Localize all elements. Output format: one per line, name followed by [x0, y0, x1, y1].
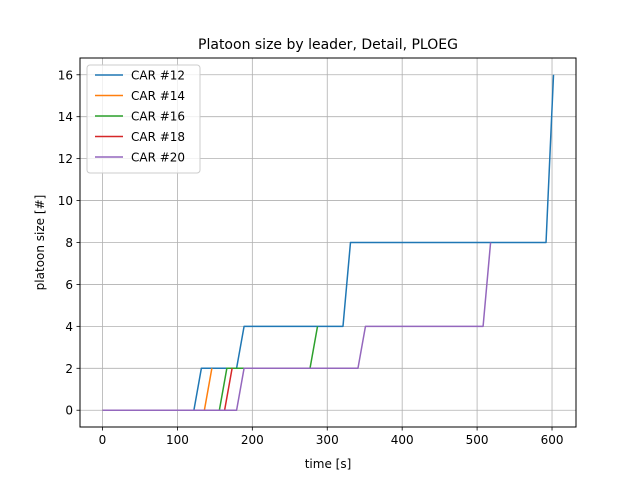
y-tick-label: 0	[65, 404, 73, 418]
y-axis-label: platoon size [#]	[33, 195, 47, 291]
y-tick-label: 8	[65, 236, 73, 250]
legend-label: CAR #14	[131, 89, 185, 103]
y-tick-label: 4	[65, 320, 73, 334]
legend-label: CAR #18	[131, 130, 185, 144]
x-tick-label: 200	[241, 433, 264, 447]
y-tick-label: 2	[65, 362, 73, 376]
series-line-5	[102, 242, 492, 411]
y-tick-label: 16	[58, 68, 73, 82]
y-tick-label: 6	[65, 278, 73, 292]
x-tick-label: 300	[316, 433, 339, 447]
legend-box	[86, 64, 201, 174]
x-axis-label: time [s]	[305, 457, 352, 471]
legend-label: CAR #16	[131, 110, 185, 124]
x-tick-label: 600	[541, 433, 564, 447]
x-tick-label: 500	[466, 433, 489, 447]
x-tick-label: 400	[391, 433, 414, 447]
y-tick-label: 12	[58, 152, 73, 166]
legend-label: CAR #20	[131, 151, 185, 165]
x-tick-label: 100	[166, 433, 189, 447]
legend-label: CAR #12	[131, 69, 185, 83]
series-group	[102, 74, 555, 411]
chart-title: Platoon size by leader, Detail, PLOEG	[198, 37, 458, 53]
x-tick-label: 0	[99, 433, 107, 447]
y-tick-label: 10	[58, 194, 73, 208]
ticks: 0 100 200 300 400 500 600 0 2 4 6 8 10 12 14 16	[58, 68, 564, 447]
legend: CAR #12 CAR #14 CAR #16 CAR #18 CAR #20	[86, 64, 201, 174]
series-line-4	[102, 368, 233, 411]
y-tick-label: 14	[58, 110, 73, 124]
series-line-1	[102, 74, 555, 411]
